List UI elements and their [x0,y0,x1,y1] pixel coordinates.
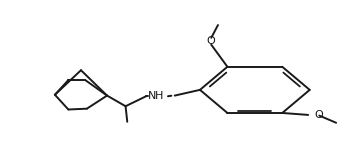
Text: O: O [314,110,323,120]
Text: O: O [207,36,216,46]
Text: H: H [154,91,163,101]
Text: N: N [148,91,157,101]
